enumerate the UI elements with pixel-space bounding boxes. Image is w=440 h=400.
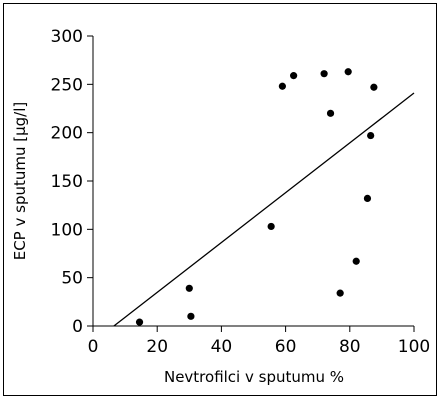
x-tick-label: 80 bbox=[339, 337, 361, 357]
data-point bbox=[336, 289, 344, 297]
scatter-chart: 0 50 100 150 200 250 300 0 20 40 60 80 100 Nevtrofi… bbox=[11, 27, 430, 386]
y-tick-label: 150 bbox=[51, 172, 83, 192]
y-axis-label: ECP v sputumu [µg/l] bbox=[11, 102, 29, 261]
x-tick-label: 20 bbox=[146, 337, 168, 357]
x-tick-label: 60 bbox=[275, 337, 297, 357]
y-tick-label: 200 bbox=[51, 124, 83, 144]
data-point bbox=[363, 194, 372, 202]
data-point bbox=[326, 109, 335, 117]
data-point bbox=[344, 68, 352, 76]
data-point bbox=[187, 312, 195, 320]
x-axis-label: Nevtrofilci v sputumu % bbox=[164, 368, 344, 386]
y-tick-label: 100 bbox=[51, 220, 83, 240]
data-point bbox=[320, 70, 328, 78]
y-tick-label: 50 bbox=[61, 269, 83, 289]
y-ticks: 0 50 100 150 200 250 300 bbox=[51, 27, 93, 337]
data-point bbox=[278, 82, 286, 90]
data-point bbox=[185, 284, 193, 292]
data-points bbox=[135, 68, 378, 326]
data-point bbox=[290, 72, 298, 80]
data-point bbox=[267, 222, 275, 231]
y-tick-label: 0 bbox=[72, 317, 83, 337]
trendline bbox=[113, 92, 415, 327]
x-tick-label: 100 bbox=[398, 337, 430, 357]
data-point bbox=[135, 318, 144, 326]
data-point bbox=[352, 257, 360, 265]
y-tick-label: 250 bbox=[51, 75, 83, 95]
x-tick-label: 40 bbox=[211, 337, 233, 357]
axes bbox=[92, 36, 414, 327]
trendline-group bbox=[113, 92, 415, 327]
data-point bbox=[367, 131, 375, 140]
chart-frame: 0 50 100 150 200 250 300 0 20 40 60 80 100 Nevtrofi… bbox=[3, 3, 437, 396]
data-point bbox=[370, 83, 378, 91]
x-tick-label: 0 bbox=[88, 337, 99, 357]
y-tick-label: 300 bbox=[51, 27, 83, 47]
x-ticks: 0 20 40 60 80 100 bbox=[88, 326, 430, 357]
